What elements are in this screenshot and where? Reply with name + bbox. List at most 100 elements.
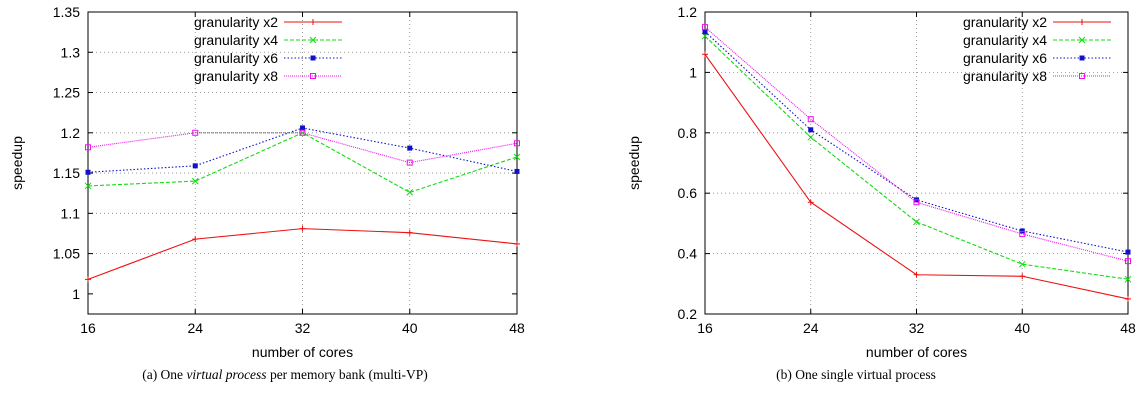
chart-a-series-2 bbox=[84, 129, 521, 196]
chart-b-xtick-label-48: 48 bbox=[1120, 320, 1136, 336]
chart-b-series-2-point-40 bbox=[1018, 260, 1026, 268]
chart-a-series-3-point-16 bbox=[85, 169, 91, 175]
chart-b-ticks: 16 24 32 40 48 0.2 0.4 0.6 0.8 1 1.2 bbox=[678, 4, 1136, 336]
chart-b-series-4-point-16 bbox=[702, 24, 708, 31]
chart-a-series-4-line bbox=[87, 132, 518, 164]
chart-a-xtick-label-48: 48 bbox=[509, 320, 525, 336]
chart-b-series-2-point-32 bbox=[913, 218, 920, 226]
chart-b-series-4-point-48 bbox=[1125, 258, 1131, 265]
chart-b-series-2-point-40-b bbox=[1018, 260, 1026, 268]
chart-b-legend-marker-1 bbox=[1079, 19, 1085, 25]
chart-b-series-2-point-16-b bbox=[701, 32, 709, 40]
chart-b-series-2-point-48 bbox=[1124, 275, 1132, 283]
chart-a-xlabel: number of cores bbox=[252, 344, 353, 360]
chart-a-legend-marker-2 bbox=[309, 36, 317, 44]
chart-b-ytick-label-0: 0.2 bbox=[678, 306, 698, 322]
chart-b-series-3-point-16 bbox=[702, 29, 708, 35]
chart-a-ticks: 16 24 32 40 48 1 1.05 1.1 1.15 1.2 1.25 1.3 1.35 bbox=[53, 4, 525, 336]
chart-a-series-2-point-16-b bbox=[84, 182, 92, 190]
chart-a-series-3 bbox=[85, 125, 520, 175]
chart-a-series-2-line bbox=[87, 132, 518, 193]
chart-b-legend-label-1: granularity x2 bbox=[963, 14, 1047, 30]
chart-caption-b: (b) One single virtual process bbox=[571, 367, 1141, 383]
chart-b-ytick-label-2: 0.6 bbox=[678, 185, 698, 201]
chart-a-series-1-point-40 bbox=[406, 229, 413, 236]
chart-b-ytick-label-1: 0.4 bbox=[678, 246, 698, 262]
chart-a-legend-marker-4 bbox=[310, 73, 316, 79]
chart-a-series-2-point-48 bbox=[513, 153, 521, 161]
chart-b-legend: granularity x2 granularity x4 granularity … bbox=[963, 14, 1111, 84]
caption-a-italic: virtual process bbox=[186, 367, 267, 382]
chart-b-xtick-label-40: 40 bbox=[1014, 320, 1030, 336]
chart-a-series-2-point-16 bbox=[84, 182, 92, 190]
chart-a-ytick-label-0: 1 bbox=[72, 286, 80, 302]
chart-b-legend-marker-3 bbox=[1079, 55, 1085, 61]
chart-a-series-4-point-16 bbox=[85, 144, 91, 151]
chart-b-series-3-point-40 bbox=[1019, 228, 1025, 234]
chart-a-series-1 bbox=[85, 225, 520, 283]
caption-b-text: (b) One single virtual process bbox=[776, 367, 936, 382]
chart-b-xlabel: number of cores bbox=[866, 344, 967, 360]
chart-b-series-4-point-32 bbox=[913, 199, 920, 206]
chart-b-series-2-point-32-b bbox=[913, 218, 920, 226]
chart-a-series-3-point-32 bbox=[300, 125, 305, 131]
chart-a-series-1-point-16 bbox=[85, 276, 91, 283]
chart-a-series-2-point-40-b bbox=[406, 189, 414, 196]
chart-a-legend-label-3: granularity x6 bbox=[194, 50, 278, 66]
caption-a-text: (a) One bbox=[142, 367, 187, 382]
chart-a-xtick-label-32: 32 bbox=[295, 320, 311, 336]
chart-a-legend-marker-2-b bbox=[309, 36, 317, 44]
chart-b-ylabel: speedup bbox=[626, 136, 642, 190]
chart-a-series-3-point-48 bbox=[514, 168, 520, 174]
chart-a-series-2-point-40 bbox=[406, 189, 414, 196]
chart-b-xtick-label-24: 24 bbox=[803, 320, 819, 336]
chart-b-legend-label-3: granularity x6 bbox=[963, 50, 1047, 66]
chart-a-legend-marker-1 bbox=[310, 19, 316, 25]
chart-b-series-4 bbox=[702, 24, 1131, 265]
chart-a-xtick-label-16: 16 bbox=[80, 320, 96, 336]
chart-b-series-2-point-24 bbox=[807, 133, 815, 141]
chart-a-series-4-point-48 bbox=[514, 140, 520, 147]
chart-a-legend-label-4: granularity x8 bbox=[194, 68, 278, 84]
chart-b-series-2 bbox=[701, 32, 1132, 283]
chart-panel-a: 16 24 32 40 48 1 1.05 1.1 1.15 1.2 1.25 1.3 1.35 numb… bbox=[0, 0, 570, 404]
chart-a-series-3-point-24 bbox=[192, 163, 198, 169]
chart-b-legend-label-2: granularity x4 bbox=[963, 32, 1047, 48]
chart-b-ytick-label-5: 1.2 bbox=[678, 4, 698, 20]
chart-b-ytick-label-3: 0.8 bbox=[678, 125, 698, 141]
chart-a-series-4-point-24 bbox=[192, 129, 199, 136]
chart-a-series-2-point-24-b bbox=[191, 177, 199, 185]
chart-b-series-3-point-24 bbox=[808, 127, 814, 133]
chart-b-series-1 bbox=[702, 51, 1131, 302]
chart-a-series-3-line bbox=[87, 127, 518, 173]
chart-b-series-3-point-48 bbox=[1125, 249, 1131, 255]
chart-caption-a: (a) One virtual process per memory bank … bbox=[0, 367, 570, 383]
chart-a-legend-label-2: granularity x4 bbox=[194, 32, 278, 48]
chart-a-series-4-point-32 bbox=[299, 129, 306, 136]
chart-b-series-4-line bbox=[704, 26, 1129, 262]
chart-b-xtick-label-32: 32 bbox=[909, 320, 925, 336]
chart-b-series-3-line bbox=[704, 31, 1129, 253]
chart-a-ytick-label-6: 1.3 bbox=[61, 44, 81, 60]
chart-b-ytick-label-4: 1 bbox=[689, 64, 697, 80]
chart-b-legend-label-4: granularity x8 bbox=[963, 68, 1047, 84]
chart-b-xtick-label-16: 16 bbox=[697, 320, 713, 336]
chart-a-ytick-label-1: 1.05 bbox=[53, 246, 80, 262]
chart-a-series-3-point-40 bbox=[407, 145, 413, 151]
chart-a-xtick-label-40: 40 bbox=[402, 320, 418, 336]
chart-b-series-2-line bbox=[704, 35, 1129, 280]
chart-b: 16 24 32 40 48 0.2 0.4 0.6 0.8 1 1.2 number of core… bbox=[626, 4, 1136, 360]
chart-b-series-2-point-24-b bbox=[807, 133, 815, 141]
chart-a-ytick-label-3: 1.15 bbox=[53, 165, 80, 181]
chart-a-series-2-point-24 bbox=[191, 177, 199, 185]
chart-b-series-4-point-24 bbox=[807, 116, 814, 123]
chart-b-series-2-point-16 bbox=[701, 32, 709, 40]
chart-a-series-1-point-24 bbox=[192, 236, 199, 243]
chart-a-series-1-point-32 bbox=[299, 225, 306, 232]
chart-a-ytick-label-4: 1.2 bbox=[61, 125, 81, 141]
chart-a-series-1-point-48 bbox=[514, 240, 520, 247]
chart-a-series-2-point-48-b bbox=[513, 153, 521, 161]
chart-a-ytick-label-2: 1.1 bbox=[61, 205, 81, 221]
chart-b-legend-marker-2-b bbox=[1078, 36, 1086, 44]
chart-a-grid bbox=[88, 12, 517, 314]
